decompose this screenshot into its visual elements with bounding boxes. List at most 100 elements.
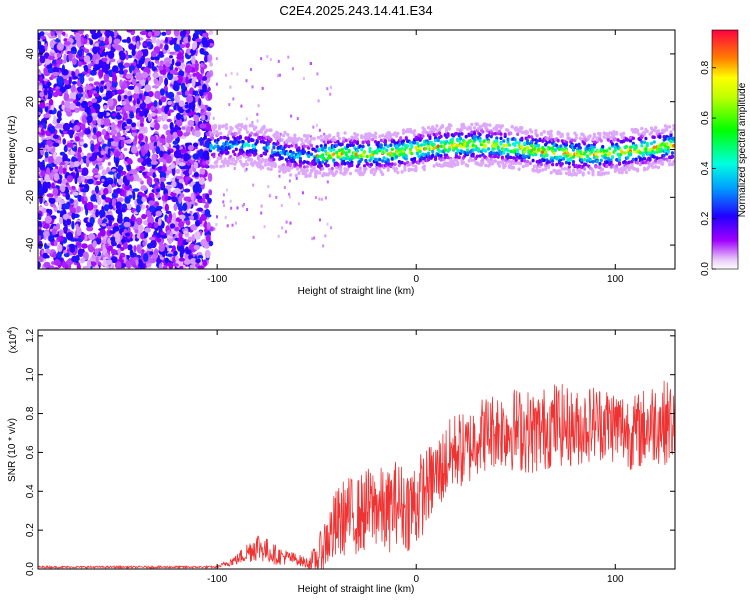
spectrogram-cell — [207, 57, 211, 61]
spectrogram-cell — [237, 140, 241, 144]
spectrogram-cell — [424, 146, 428, 151]
spectrogram-cell — [551, 162, 555, 167]
spectrogram-cell — [189, 111, 197, 116]
spectrogram-cell — [124, 185, 131, 191]
spectrogram-cell — [190, 192, 195, 202]
spectrogram-cell — [137, 224, 144, 233]
spectrogram-cell — [315, 169, 319, 174]
spectrogram-cell — [322, 157, 326, 161]
spectrogram-cell — [162, 124, 169, 130]
spectrogram-cell — [493, 159, 497, 163]
spectrogram-cell — [456, 143, 460, 148]
spectrogram-cell — [468, 127, 472, 131]
spectrogram-cell — [535, 133, 539, 138]
spectrogram-cell — [251, 124, 255, 128]
spectrogram-cell — [262, 133, 266, 137]
spectrogram-cell — [546, 165, 551, 169]
spectrogram-cell — [133, 245, 137, 253]
spectrogram-cell — [169, 55, 173, 59]
spectrogram-cell — [176, 175, 184, 180]
spectrogram-cell — [91, 261, 97, 267]
spectrogram-cell — [566, 133, 570, 137]
spectrogram-cell — [164, 143, 170, 148]
spectrogram-cell — [39, 91, 45, 98]
spectrogram-cell — [94, 248, 99, 256]
spectrogram-cell — [294, 173, 298, 178]
spectrogram-cell — [111, 113, 117, 117]
spectrogram-cell — [115, 114, 122, 120]
spectrogram-cell — [110, 32, 115, 38]
spectrogram-cell — [297, 202, 300, 206]
spectrogram-cell — [279, 132, 282, 136]
spectrogram-cell — [182, 30, 187, 37]
spectrogram-cell — [189, 210, 193, 214]
spectrogram-cell — [514, 158, 518, 162]
spectrogram-cell — [478, 132, 482, 137]
spectrogram-cell — [502, 151, 506, 155]
spectrogram-cell — [542, 158, 546, 162]
spectrogram-cell — [111, 122, 116, 131]
spectrogram-cell — [60, 185, 66, 193]
spectrogram-cell — [165, 192, 168, 202]
spectrogram-cell — [520, 145, 524, 149]
spectrogram-cell — [655, 156, 659, 160]
spectrogram-cell — [173, 203, 178, 211]
spectrogram-cell — [509, 131, 513, 135]
spectrogram-cell — [464, 134, 468, 139]
spectrogram-cell — [265, 149, 269, 153]
spectrogram-cell — [227, 131, 231, 135]
spectrogram-cell — [656, 165, 661, 170]
spectrogram-cell — [361, 144, 365, 149]
spectrogram-cell — [115, 235, 121, 244]
spectrogram-cell — [622, 131, 626, 136]
spectrogram-cell — [324, 234, 327, 238]
spectrogram-cell — [244, 124, 248, 128]
spectrogram-cell — [117, 177, 123, 186]
spectrogram-cell — [160, 231, 165, 236]
spectrogram-cell — [219, 131, 223, 136]
spectrogram-cell — [177, 182, 184, 190]
spectrogram-cell — [234, 221, 237, 225]
spectrogram-cell — [321, 153, 325, 157]
spectrogram-cell — [354, 152, 358, 157]
spectrogram-cell — [408, 162, 412, 166]
spectrogram-cell — [164, 203, 169, 212]
spectrogram-cell — [537, 143, 541, 148]
spectrogram-cell — [158, 51, 164, 57]
spectrogram-cell — [245, 130, 249, 134]
spectrogram-cell — [204, 55, 208, 63]
spectrogram-cell — [594, 165, 598, 169]
spectrogram-cell — [509, 155, 513, 160]
spectrogram-cell — [206, 106, 212, 112]
spectrogram-cell — [147, 142, 155, 151]
spectrogram-cell — [538, 138, 542, 142]
spectrogram-cell — [62, 213, 70, 220]
spectrogram-cell — [167, 253, 174, 257]
spectrogram-cell — [236, 206, 239, 210]
spectrogram-cell — [302, 77, 305, 80]
spectrogram-cell — [500, 155, 504, 160]
spectrogram-cell — [94, 265, 99, 269]
spectrogram-cell — [144, 84, 152, 93]
spectrogram-cell — [360, 157, 364, 162]
spectrogram-cell — [510, 124, 514, 129]
spectrogram-cell — [168, 245, 173, 249]
spectrogram-cell — [109, 230, 116, 235]
spectrogram-cell — [564, 143, 569, 147]
spectrogram-cell — [62, 203, 70, 210]
spectrogram-cell — [135, 259, 139, 266]
spectrogram-cell — [195, 258, 201, 264]
spectrogram-cell — [224, 126, 229, 131]
spectrogram-cell — [133, 211, 139, 215]
spectrogram-cell — [153, 222, 159, 229]
spectrogram-cell — [187, 35, 191, 43]
spectrogram-cell — [374, 132, 378, 136]
spectrogram-cell — [592, 134, 597, 139]
spectrogram-cell — [52, 251, 57, 259]
spectrogram-cell — [179, 265, 184, 269]
spectrogram-cell — [445, 139, 449, 144]
spectrogram-cell — [475, 122, 479, 126]
spectrogram-cell — [330, 166, 334, 171]
spectrogram-cell — [178, 178, 184, 184]
spectrogram-cell — [67, 264, 72, 269]
